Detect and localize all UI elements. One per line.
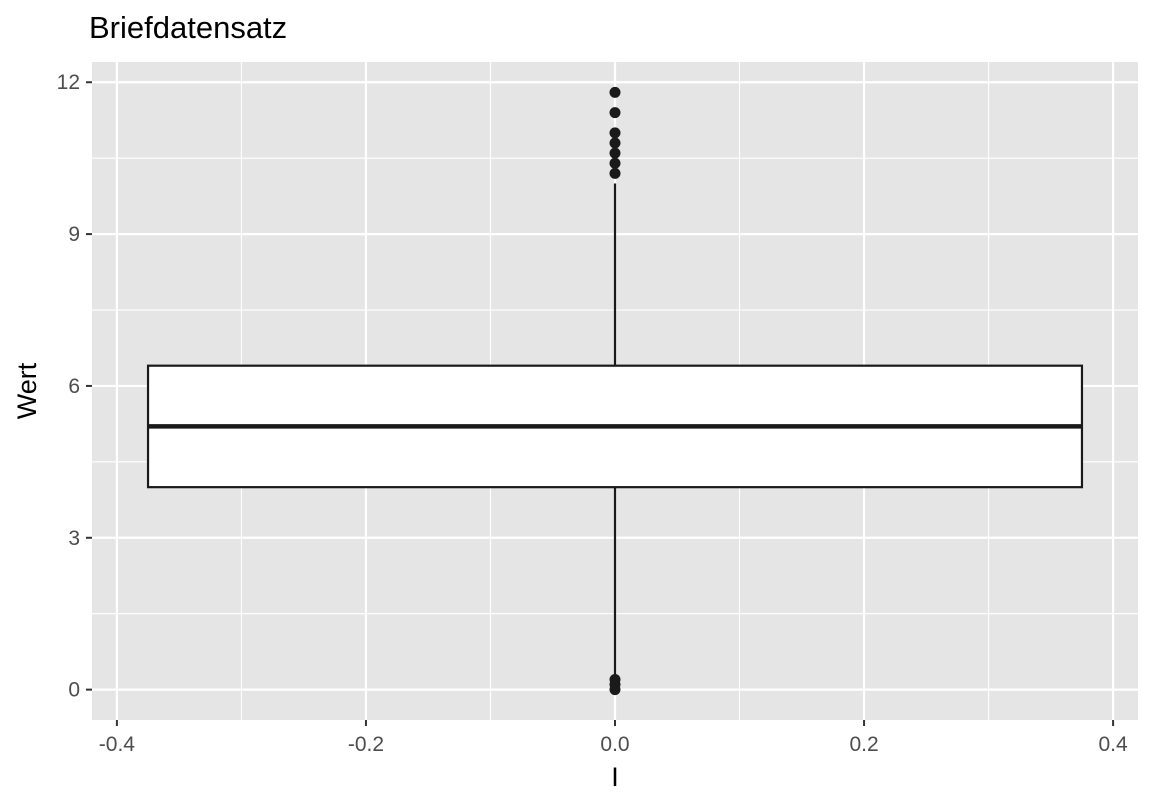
outlier-point bbox=[609, 137, 621, 149]
y-tick-label: 12 bbox=[57, 71, 80, 94]
outlier-point bbox=[609, 684, 621, 696]
y-tick-label: 0 bbox=[68, 679, 80, 702]
outlier-point bbox=[609, 167, 621, 179]
y-tick-label: 3 bbox=[68, 527, 80, 550]
x-axis: -0.4 -0.2 0.0 0.2 0.4 bbox=[99, 720, 1128, 756]
chart-title: Briefdatensatz bbox=[89, 10, 287, 45]
x-axis-title: I bbox=[611, 762, 619, 792]
outlier-point bbox=[609, 147, 621, 159]
y-axis-title: Wert bbox=[12, 362, 42, 419]
outlier-point bbox=[609, 86, 621, 98]
y-tick-label: 6 bbox=[68, 375, 80, 398]
outlier-point bbox=[609, 107, 621, 119]
y-tick-label: 9 bbox=[68, 223, 80, 246]
x-tick-label: -0.4 bbox=[99, 733, 136, 756]
x-tick-label: 0.4 bbox=[1098, 733, 1128, 756]
x-tick-label: 0.2 bbox=[849, 733, 878, 756]
x-tick-label: -0.2 bbox=[348, 733, 384, 756]
y-axis: 0 3 6 9 12 bbox=[57, 71, 92, 702]
boxplot-layer bbox=[146, 86, 1084, 696]
outlier-point bbox=[609, 127, 621, 139]
outlier-point bbox=[609, 157, 621, 169]
x-tick-label: 0.0 bbox=[600, 733, 629, 756]
